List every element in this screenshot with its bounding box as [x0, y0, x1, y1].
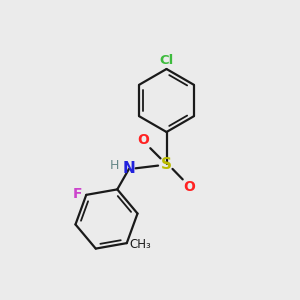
Text: S: S	[161, 157, 172, 172]
Text: O: O	[137, 133, 149, 147]
Text: Cl: Cl	[159, 54, 174, 67]
Text: O: O	[184, 180, 196, 194]
Text: CH₃: CH₃	[130, 238, 152, 251]
Text: N: N	[123, 161, 135, 176]
Text: H: H	[110, 159, 119, 172]
Text: F: F	[73, 187, 83, 201]
